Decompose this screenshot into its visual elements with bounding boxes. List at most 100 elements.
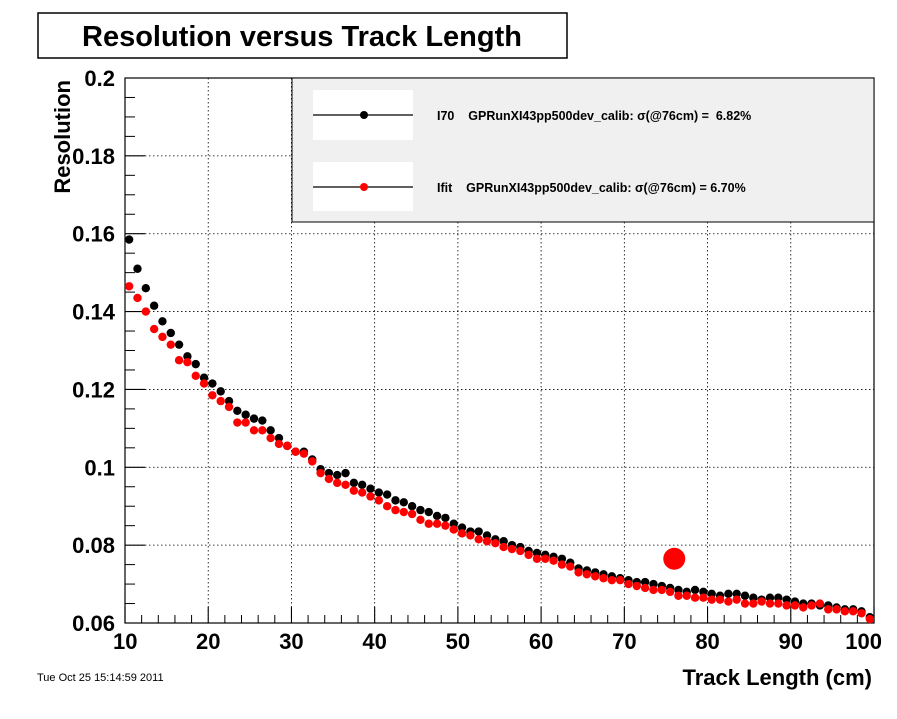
y-tick-labels: 0.06 0.08 0.1 0.12 0.14 0.16 0.18 0.2: [72, 66, 116, 636]
data-point-ifit: [740, 599, 750, 608]
data-point-i70: [432, 511, 442, 521]
data-point-ifit: [865, 614, 875, 624]
y-tick-label: 0.16: [72, 222, 115, 247]
series-ifit: [124, 282, 875, 624]
data-point-i70: [208, 379, 217, 388]
data-point-ifit: [141, 307, 151, 316]
data-point-ifit: [274, 439, 284, 449]
data-point-ifit: [283, 441, 292, 451]
data-point-ifit: [674, 591, 683, 600]
data-point-ifit: [224, 402, 234, 412]
data-point-i70: [258, 416, 267, 425]
data-point-i70: [407, 502, 417, 511]
grid: [125, 78, 874, 623]
data-point-ifit: [482, 537, 492, 546]
data-point-i70: [782, 595, 791, 604]
data-point-ifit: [316, 468, 325, 478]
data-point-ifit: [715, 595, 725, 604]
data-point-ifit: [699, 593, 708, 602]
data-point-i70: [457, 523, 467, 532]
data-point-i70: [707, 589, 716, 599]
data-point-ifit: [857, 609, 866, 618]
y-tick-label: 0.08: [72, 533, 115, 558]
data-point-ifit: [815, 599, 825, 608]
data-point-i70: [241, 410, 250, 419]
data-point-i70: [366, 484, 375, 493]
data-point-ifit: [607, 575, 617, 585]
data-point-ifit: [432, 519, 442, 528]
y-tick-label: 0.14: [72, 300, 116, 325]
data-point-i70: [557, 554, 567, 563]
data-point-ifit: [848, 607, 858, 616]
data-point-i70: [233, 406, 242, 416]
data-point-ifit: [374, 496, 384, 505]
timestamp: Tue Oct 25 15:14:59 2011: [37, 672, 164, 684]
data-point-i70: [499, 537, 508, 546]
data-point-ifit: [549, 556, 558, 565]
data-point-i70: [141, 284, 151, 293]
data-point-ifit: [183, 357, 192, 367]
data-point-i70: [474, 527, 483, 536]
data-point-i70: [191, 359, 200, 369]
data-point-i70: [224, 396, 234, 406]
data-point-i70: [274, 433, 284, 443]
data-point-ifit: [449, 525, 458, 534]
data-point-ifit: [308, 457, 317, 466]
data-point-ifit: [149, 324, 159, 334]
data-point-ifit: [707, 595, 716, 604]
data-point-ifit: [599, 574, 608, 583]
data-point-i70: [740, 591, 750, 600]
data-point-i70: [382, 490, 392, 499]
data-point-i70: [324, 468, 334, 478]
y-tick-label: 0.12: [72, 377, 115, 402]
data-point-ifit: [466, 531, 475, 540]
legend-label-ifit: Ifit GPRunXI43pp500dev_calib: σ(@76cm) =…: [437, 181, 746, 195]
data-point-ifit: [665, 587, 675, 597]
data-point-ifit: [491, 538, 500, 548]
x-tick-label: 40: [362, 629, 386, 654]
data-point-i70: [640, 577, 650, 587]
legend: I70 GPRunXI43pp500dev_calib: σ(@76cm) = …: [291, 77, 875, 223]
highlight-point-group: [663, 547, 686, 570]
data-point-i70: [349, 478, 359, 488]
x-tick-label: 30: [279, 629, 303, 654]
data-point-ifit: [133, 293, 142, 303]
legend-marker-ifit: [360, 183, 368, 191]
data-point-ifit: [615, 575, 625, 585]
data-point-i70: [749, 593, 758, 602]
data-point-ifit: [840, 607, 850, 616]
data-point-i70: [699, 587, 708, 597]
data-point-i70: [216, 387, 225, 396]
data-point-ifit: [266, 433, 275, 443]
data-point-ifit: [341, 480, 350, 490]
data-point-ifit: [216, 396, 225, 406]
data-point-i70: [674, 585, 683, 595]
data-point-ifit: [624, 579, 633, 589]
data-point-i70: [482, 531, 492, 540]
data-point-ifit: [799, 603, 808, 612]
y-axis-title: Resolution: [50, 80, 75, 194]
data-point-ifit: [690, 593, 700, 602]
data-point-ifit: [357, 488, 367, 497]
data-point-ifit: [416, 515, 425, 525]
data-point-i70: [341, 468, 350, 478]
y-tick-label: 0.2: [84, 66, 115, 91]
data-point-ifit: [832, 605, 841, 614]
data-point-i70: [124, 235, 134, 244]
data-point-ifit: [749, 599, 758, 608]
data-point-ifit: [407, 509, 417, 519]
data-point-ifit: [524, 550, 533, 560]
data-point-i70: [158, 317, 167, 326]
data-point-ifit: [391, 505, 400, 515]
data-point-ifit: [632, 581, 642, 591]
data-point-i70: [266, 426, 275, 435]
data-point-ifit: [174, 356, 184, 365]
data-point-ifit: [474, 535, 483, 544]
data-point-ifit: [158, 332, 167, 342]
data-point-i70: [649, 579, 658, 589]
data-point-ifit: [457, 529, 467, 538]
chart-title: Resolution versus Track Length: [82, 21, 522, 53]
data-point-ifit: [233, 418, 242, 427]
y-tick-label: 0.1: [84, 455, 115, 480]
